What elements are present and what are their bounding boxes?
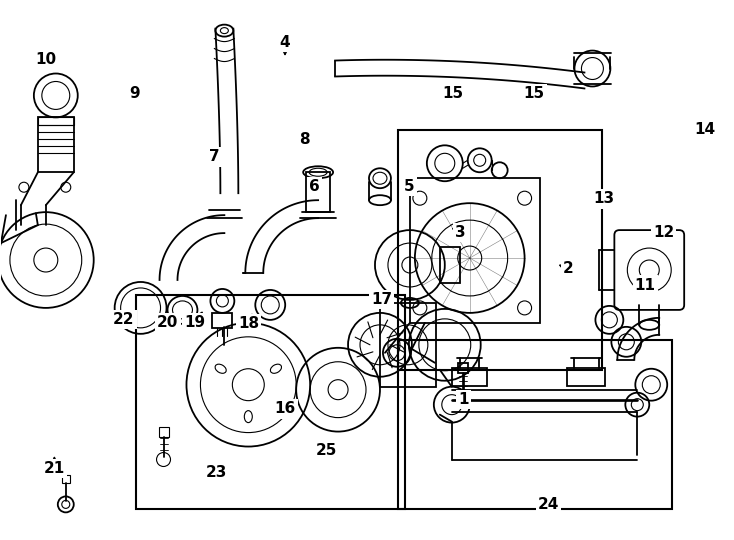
Text: 9: 9 [129, 86, 139, 101]
Text: 13: 13 [593, 191, 614, 206]
Bar [567, 368, 606, 386]
Bar [380, 303, 436, 387]
Text: 3: 3 [455, 225, 466, 240]
Text: 17: 17 [371, 292, 392, 307]
Text: 20: 20 [157, 315, 178, 330]
Text: 11: 11 [635, 278, 655, 293]
Bar [452, 368, 487, 386]
Text: 1: 1 [459, 392, 469, 407]
Text: 18: 18 [238, 316, 259, 332]
Bar [136, 295, 405, 509]
Text: 10: 10 [36, 52, 57, 68]
Bar [398, 130, 603, 370]
Bar [458, 363, 468, 373]
Text: 15: 15 [523, 86, 545, 101]
Bar [159, 427, 169, 436]
Bar [38, 117, 73, 125]
Text: 19: 19 [184, 315, 206, 330]
Bar [306, 172, 330, 212]
Text: 6: 6 [309, 179, 320, 194]
Text: 12: 12 [653, 225, 674, 240]
Text: 16: 16 [275, 401, 296, 416]
Text: 24: 24 [538, 497, 559, 512]
Bar [440, 247, 459, 283]
Text: 5: 5 [404, 179, 415, 194]
Text: 8: 8 [299, 132, 310, 147]
Text: 14: 14 [694, 123, 716, 138]
Bar [62, 476, 70, 483]
Bar [410, 178, 539, 323]
Text: 7: 7 [209, 150, 220, 164]
Bar [398, 340, 672, 509]
Text: 23: 23 [206, 465, 228, 480]
Text: 15: 15 [442, 86, 463, 101]
Bar [212, 313, 233, 328]
Bar [38, 117, 73, 172]
Text: 25: 25 [316, 443, 338, 458]
Text: 21: 21 [44, 461, 65, 476]
Text: 4: 4 [280, 35, 291, 50]
Text: 2: 2 [563, 261, 574, 276]
Text: 22: 22 [113, 312, 134, 327]
